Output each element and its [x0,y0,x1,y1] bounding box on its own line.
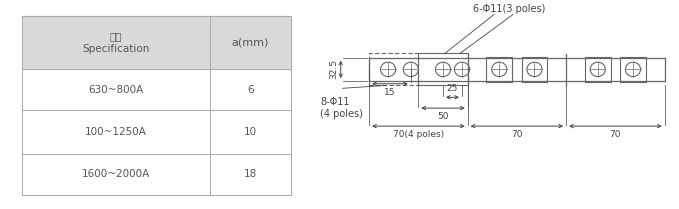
Bar [486,57,512,82]
Text: 15: 15 [384,88,396,97]
Bar [620,57,646,82]
Bar [418,53,468,85]
Text: 1600~2000A: 1600~2000A [81,169,150,179]
Text: 630~800A: 630~800A [88,85,143,95]
Text: 8-Φ11
(4 poles): 8-Φ11 (4 poles) [320,97,363,119]
Text: 50: 50 [437,112,449,121]
Bar [585,57,610,82]
Text: 18: 18 [244,169,257,179]
Text: 70: 70 [511,130,523,139]
Text: a(mm): a(mm) [232,38,269,48]
Text: 规格
Specification: 规格 Specification [82,31,149,54]
Text: 25: 25 [447,84,458,93]
Text: 10: 10 [244,127,257,137]
Text: 100~1250A: 100~1250A [85,127,147,137]
Text: 70: 70 [610,130,621,139]
Text: 6-Φ11(3 poles): 6-Φ11(3 poles) [473,4,545,14]
Text: 6: 6 [247,85,253,95]
Bar [521,57,547,82]
Text: 70(4 poles): 70(4 poles) [393,130,444,139]
Text: 32.5: 32.5 [329,59,338,79]
Bar [369,53,418,85]
